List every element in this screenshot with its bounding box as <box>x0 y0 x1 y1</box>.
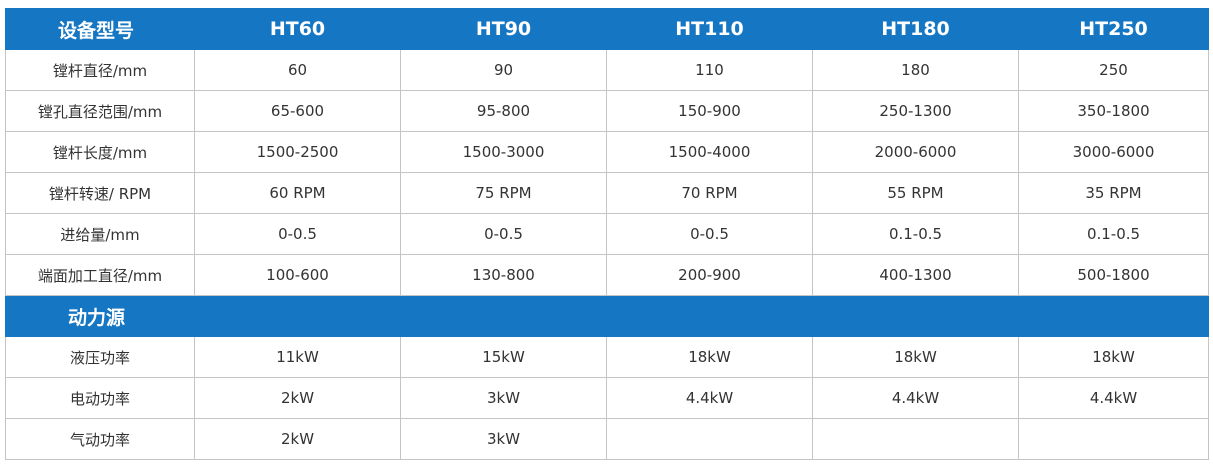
row-label: 镗杆转速/ RPM <box>5 172 195 214</box>
section-row: 动力源 <box>5 295 1209 337</box>
header-cell: HT180 <box>812 8 1019 50</box>
header-cell: HT250 <box>1018 8 1209 50</box>
data-row: 液压功率 11kW 15kW 18kW 18kW 18kW <box>5 336 1209 378</box>
data-cell: 70 RPM <box>606 172 813 214</box>
data-cell: 35 RPM <box>1018 172 1209 214</box>
data-row: 电动功率 2kW 3kW 4.4kW 4.4kW 4.4kW <box>5 377 1209 419</box>
empty-cell <box>1018 418 1209 460</box>
data-cell: 4.4kW <box>812 377 1019 419</box>
data-cell: 3kW <box>400 418 607 460</box>
header-cell: HT90 <box>400 8 607 50</box>
data-cell: 4.4kW <box>606 377 813 419</box>
data-cell: 130-800 <box>400 254 607 296</box>
data-row: 进给量/mm 0-0.5 0-0.5 0-0.5 0.1-0.5 0.1-0.5 <box>5 213 1209 255</box>
data-cell: 2kW <box>194 418 401 460</box>
data-cell: 250-1300 <box>812 90 1019 132</box>
section-title: 动力源 <box>5 295 1209 337</box>
row-label: 镗孔直径范围/mm <box>5 90 195 132</box>
data-cell: 0-0.5 <box>194 213 401 255</box>
data-cell: 3kW <box>400 377 607 419</box>
data-cell: 95-800 <box>400 90 607 132</box>
data-cell: 2000-6000 <box>812 131 1019 173</box>
data-cell: 90 <box>400 49 607 91</box>
data-row: 镗杆转速/ RPM 60 RPM 75 RPM 70 RPM 55 RPM 35 RPM <box>5 172 1209 214</box>
header-row: 设备型号 HT60 HT90 HT110 HT180 HT250 <box>5 8 1209 50</box>
data-cell: 0-0.5 <box>400 213 607 255</box>
data-row: 镗孔直径范围/mm 65-600 95-800 150-900 250-1300 350-… <box>5 90 1209 132</box>
data-cell: 350-1800 <box>1018 90 1209 132</box>
row-label: 镗杆长度/mm <box>5 131 195 173</box>
spec-table: 设备型号 HT60 HT90 HT110 HT180 HT250 镗杆直径/mm 60 90 11… <box>5 8 1209 460</box>
data-cell: 11kW <box>194 336 401 378</box>
empty-cell <box>812 418 1019 460</box>
data-cell: 55 RPM <box>812 172 1019 214</box>
data-cell: 0-0.5 <box>606 213 813 255</box>
data-cell: 150-900 <box>606 90 813 132</box>
data-row: 气动功率 2kW 3kW <box>5 418 1209 460</box>
data-cell: 18kW <box>812 336 1019 378</box>
header-cell: HT60 <box>194 8 401 50</box>
data-cell: 0.1-0.5 <box>812 213 1019 255</box>
data-cell: 1500-4000 <box>606 131 813 173</box>
data-cell: 100-600 <box>194 254 401 296</box>
row-label: 电动功率 <box>5 377 195 419</box>
row-label: 进给量/mm <box>5 213 195 255</box>
data-row: 端面加工直径/mm 100-600 130-800 200-900 400-1300 50… <box>5 254 1209 296</box>
row-label: 镗杆直径/mm <box>5 49 195 91</box>
data-cell: 1500-3000 <box>400 131 607 173</box>
data-cell: 3000-6000 <box>1018 131 1209 173</box>
data-cell: 400-1300 <box>812 254 1019 296</box>
empty-cell <box>606 418 813 460</box>
data-cell: 500-1800 <box>1018 254 1209 296</box>
data-cell: 200-900 <box>606 254 813 296</box>
data-cell: 60 <box>194 49 401 91</box>
data-cell: 180 <box>812 49 1019 91</box>
data-cell: 18kW <box>606 336 813 378</box>
data-cell: 60 RPM <box>194 172 401 214</box>
data-cell: 75 RPM <box>400 172 607 214</box>
data-cell: 0.1-0.5 <box>1018 213 1209 255</box>
data-cell: 1500-2500 <box>194 131 401 173</box>
row-label: 气动功率 <box>5 418 195 460</box>
data-row: 镗杆长度/mm 1500-2500 1500-3000 1500-4000 2000-6… <box>5 131 1209 173</box>
data-cell: 250 <box>1018 49 1209 91</box>
data-cell: 4.4kW <box>1018 377 1209 419</box>
table-body: 设备型号 HT60 HT90 HT110 HT180 HT250 镗杆直径/mm 60 90 11… <box>5 8 1209 460</box>
data-cell: 15kW <box>400 336 607 378</box>
row-label: 液压功率 <box>5 336 195 378</box>
header-cell: HT110 <box>606 8 813 50</box>
data-cell: 18kW <box>1018 336 1209 378</box>
data-cell: 2kW <box>194 377 401 419</box>
data-row: 镗杆直径/mm 60 90 110 180 250 <box>5 49 1209 91</box>
row-label: 端面加工直径/mm <box>5 254 195 296</box>
data-cell: 65-600 <box>194 90 401 132</box>
data-cell: 110 <box>606 49 813 91</box>
header-cell: 设备型号 <box>5 8 195 50</box>
